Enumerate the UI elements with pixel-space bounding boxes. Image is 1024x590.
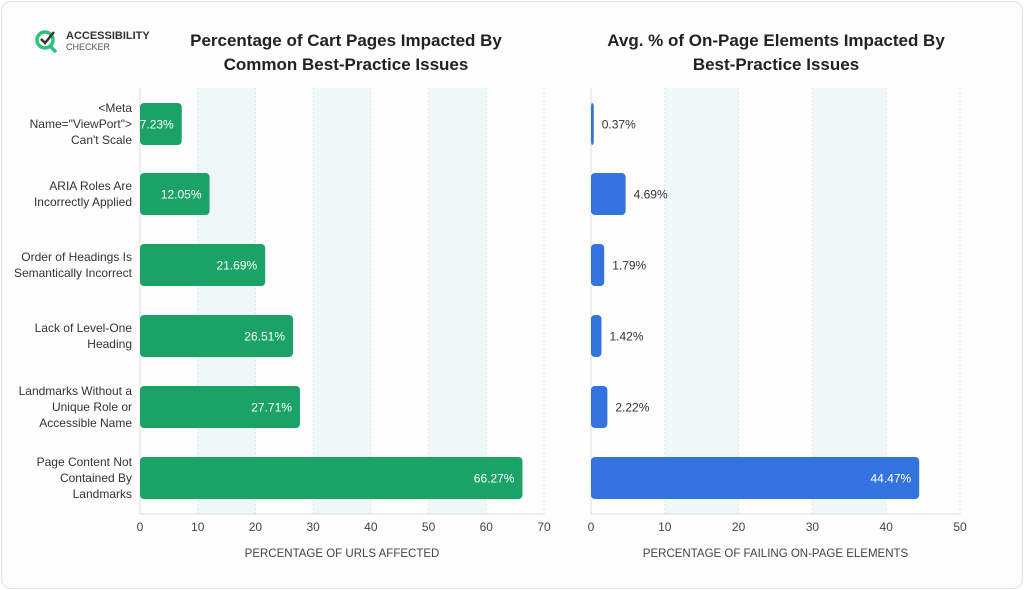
bar-value-label: 1.79% <box>612 259 646 273</box>
category-label: Page Content Not <box>37 455 133 469</box>
x-tick-label: 60 <box>480 520 494 534</box>
x-axis-title: PERCENTAGE OF FAILING ON-PAGE ELEMENTS <box>643 548 909 560</box>
category-label: Landmarks <box>73 487 132 501</box>
category-label: Contained By <box>60 471 132 485</box>
bar <box>140 103 182 145</box>
bar-value-label: 2.22% <box>615 401 649 415</box>
x-tick-label: 0 <box>588 520 595 534</box>
bar-value-label: 1.42% <box>609 330 643 344</box>
category-label: Heading <box>87 337 132 351</box>
check-magnifier-icon <box>35 30 57 53</box>
bar-value-label: 26.51% <box>244 330 285 344</box>
grid-band <box>812 88 887 514</box>
category-label: Landmarks Without a <box>19 384 133 398</box>
category-label: Unique Role or <box>52 400 132 414</box>
x-tick-label: 20 <box>732 520 746 534</box>
chart-title: Best-Practice Issues <box>693 55 859 74</box>
bar <box>591 457 920 499</box>
bar <box>140 386 300 428</box>
chart-title: Percentage of Cart Pages Impacted By <box>190 31 502 50</box>
x-tick-label: 40 <box>880 520 894 534</box>
bar-value-label: 7.23% <box>140 118 174 132</box>
x-tick-label: 50 <box>422 520 436 534</box>
bar-value-label: 0.37% <box>602 118 636 132</box>
x-tick-label: 10 <box>191 520 205 534</box>
bar <box>140 457 523 499</box>
category-label: Incorrectly Applied <box>34 195 132 209</box>
x-tick-label: 20 <box>249 520 263 534</box>
category-label: Semantically Incorrect <box>14 266 133 280</box>
chart-title: Common Best-Practice Issues <box>224 55 469 74</box>
bar-value-label: 4.69% <box>634 188 668 202</box>
bar-value-label: 27.71% <box>251 401 292 415</box>
bar <box>591 103 594 145</box>
x-tick-label: 70 <box>537 520 551 534</box>
bar <box>140 315 294 357</box>
grid-band <box>664 88 739 514</box>
x-tick-label: 0 <box>137 520 144 534</box>
bar-value-label: 21.69% <box>216 259 257 273</box>
category-label: Lack of Level-One <box>35 321 133 335</box>
x-tick-label: 50 <box>953 520 967 534</box>
category-label: Order of Headings Is <box>21 250 132 264</box>
logo-title: ACCESSIBILITY <box>66 30 150 42</box>
bar <box>591 244 605 286</box>
category-label: Name="ViewPort"> <box>30 117 132 131</box>
grid-band <box>313 88 371 514</box>
bar-value-label: 44.47% <box>870 472 911 486</box>
x-tick-label: 10 <box>658 520 672 534</box>
category-label: ARIA Roles Are <box>49 179 132 193</box>
category-label: Can't Scale <box>71 133 132 147</box>
bar <box>140 244 266 286</box>
logo: ACCESSIBILITY CHECKER <box>34 28 150 54</box>
chart-title: Avg. % of On-Page Elements Impacted By <box>607 31 945 50</box>
bar <box>591 386 608 428</box>
grid-band <box>197 88 256 514</box>
grid-band <box>428 88 487 514</box>
logo-subtitle: CHECKER <box>66 42 111 52</box>
bar <box>140 173 210 215</box>
x-tick-label: 30 <box>306 520 320 534</box>
x-axis-title: PERCENTAGE OF URLS AFFECTED <box>245 548 440 560</box>
bar-value-label: 12.05% <box>161 188 202 202</box>
x-tick-label: 40 <box>364 520 378 534</box>
category-label: Accessible Name <box>39 416 132 430</box>
bar-value-label: 66.27% <box>474 472 515 486</box>
x-tick-label: 30 <box>806 520 820 534</box>
bar <box>591 173 626 215</box>
category-label: <Meta <box>98 101 132 115</box>
bar <box>591 315 602 357</box>
